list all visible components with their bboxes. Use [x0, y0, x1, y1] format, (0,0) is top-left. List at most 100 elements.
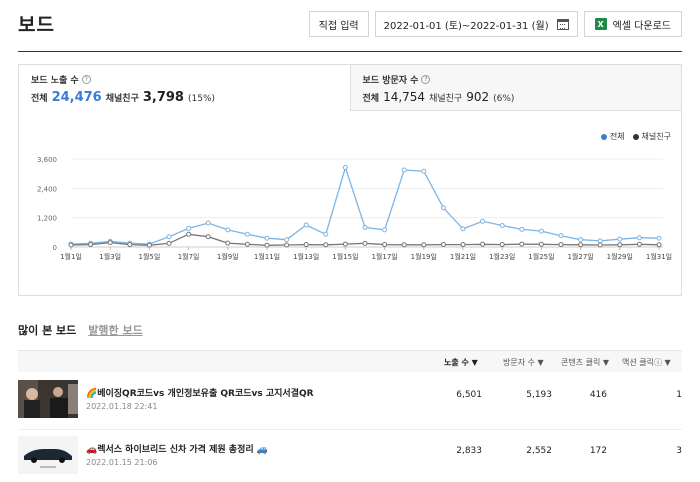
data-point — [362, 224, 368, 230]
x-tick-label: 1월1일 — [60, 252, 82, 261]
x-tick-label: 1월27일 — [567, 252, 593, 261]
x-tick-label: 1월19일 — [411, 252, 437, 261]
total-label: 전체 — [362, 94, 380, 104]
excel-download-button[interactable]: X 엑셀 다운로드 — [583, 11, 682, 37]
data-point — [558, 242, 564, 248]
legend-label-friends: 채널친구 — [641, 132, 671, 141]
data-point — [244, 241, 250, 247]
stat-title-text: 보드 방문자 수 — [362, 76, 419, 86]
legend-label-all: 전체 — [609, 132, 625, 141]
data-point — [68, 242, 74, 248]
direct-input-button[interactable]: 직접 입력 — [308, 11, 369, 37]
tab-board-impressions[interactable]: 보드 노출 수 ? 전체 24,476 채널친구 3,798 (15%) — [19, 65, 350, 111]
data-point — [362, 240, 368, 246]
row-title[interactable]: 🌈베이징QR코드vs 개인정보유출 QR코드vs 고지서결QR — [86, 389, 314, 399]
data-point — [205, 220, 211, 226]
data-point — [186, 231, 192, 237]
legend-item-friends: 채널친구 — [632, 131, 671, 142]
row-date: 2022.01.18 22:41 — [86, 402, 158, 411]
x-tick-label: 1월21일 — [450, 252, 476, 261]
cell-action-clicks: 3 — [676, 446, 682, 456]
data-point — [382, 227, 388, 233]
data-point — [225, 240, 231, 246]
cell-impressions: 2,833 — [456, 446, 482, 456]
data-point — [578, 242, 584, 248]
tab-popular-boards[interactable]: 많이 본 보드 — [18, 324, 77, 337]
data-point — [440, 205, 446, 211]
stat-tabs: 보드 노출 수 ? 전체 24,476 채널친구 3,798 (15%) 보드 … — [19, 65, 681, 111]
x-tick-label: 1월15일 — [332, 252, 358, 261]
data-point — [382, 242, 388, 248]
x-tick-label: 1월23일 — [489, 252, 515, 261]
cell-visitors: 5,193 — [526, 390, 552, 400]
cell-impressions: 6,501 — [456, 390, 482, 400]
data-point — [284, 237, 290, 243]
legend-dot-all — [600, 133, 607, 140]
excel-download-label: 엑셀 다운로드 — [612, 20, 671, 32]
table-header: 노출 수 ▼ 방문자 수 ▼ 콘텐츠 클릭 ▼ 액션 클릭ⓘ ▼ — [18, 350, 682, 372]
total-label: 전체 — [31, 94, 48, 104]
data-point — [421, 242, 427, 248]
y-tick-label: 3,600 — [37, 156, 57, 164]
excel-icon: X — [594, 18, 607, 30]
x-tick-label: 1월29일 — [607, 252, 633, 261]
data-point — [401, 242, 407, 248]
date-range-picker[interactable]: 2022-01-01 (토)~2022-01-31 (월) — [374, 11, 578, 37]
th-impressions[interactable]: 노출 수 ▼ — [444, 358, 478, 367]
page-title: 보드 — [18, 14, 55, 36]
calendar-icon[interactable] — [556, 18, 569, 30]
y-tick-label: 2,400 — [37, 185, 57, 193]
stat-values: 전체 14,754 채널친구 902 (6%) — [363, 90, 670, 104]
data-point — [323, 242, 329, 248]
th-action-clicks[interactable]: 액션 클릭ⓘ ▼ — [622, 358, 671, 367]
tab-published-boards[interactable]: 발행한 보드 — [88, 324, 143, 337]
data-point — [107, 240, 113, 246]
legend-item-all: 전체 — [600, 131, 625, 142]
data-point — [127, 242, 133, 248]
row-date: 2022.01.15 21:06 — [86, 458, 158, 467]
data-point — [264, 242, 270, 248]
table-row[interactable]: 🌈베이징QR코드vs 개인정보유출 QR코드vs 고지서결QR 2022.01.… — [18, 376, 682, 430]
friend-pct: (6%) — [493, 94, 515, 104]
data-point — [538, 241, 544, 247]
data-point — [146, 242, 152, 248]
help-icon[interactable]: ? — [421, 75, 431, 84]
friend-value: 3,798 — [142, 90, 184, 105]
data-point — [342, 165, 348, 171]
tab-board-visitors[interactable]: 보드 방문자 수 ? 전체 14,754 채널친구 902 (6%) — [349, 65, 681, 111]
x-tick-label: 1월25일 — [528, 252, 554, 261]
y-tick-label: 1,200 — [37, 215, 57, 223]
total-value: 14,754 — [383, 90, 426, 104]
thumbnail-image — [18, 380, 78, 418]
data-point — [303, 222, 309, 228]
data-point — [186, 225, 192, 231]
stat-title: 보드 방문자 수 ? — [363, 73, 670, 86]
th-content-clicks[interactable]: 콘텐츠 클릭 ▼ — [561, 358, 610, 367]
x-tick-label: 1월9일 — [217, 252, 239, 261]
table-row[interactable]: 🚗렉서스 하이브리드 신차 가격 제원 총정리 🚙 2022.01.15 21:… — [18, 432, 682, 482]
row-title[interactable]: 🚗렉서스 하이브리드 신차 가격 제원 총정리 🚙 — [86, 445, 268, 455]
page-header: 보드 직접 입력 2022-01-01 (토)~2022-01-31 (월) X… — [18, 0, 682, 52]
data-point — [460, 242, 466, 248]
data-point — [519, 241, 525, 247]
data-point — [264, 235, 270, 241]
data-point — [401, 167, 407, 173]
x-tick-label: 1월3일 — [99, 252, 121, 261]
stat-title-text: 보드 노출 수 — [31, 76, 79, 86]
friend-pct: (15%) — [187, 94, 216, 104]
data-point — [538, 228, 544, 234]
data-point — [656, 242, 662, 248]
data-point — [578, 237, 584, 243]
cell-visitors: 2,552 — [526, 446, 552, 456]
data-point — [440, 242, 446, 248]
thumbnail-image — [18, 436, 78, 474]
data-point — [342, 241, 348, 247]
th-visitors[interactable]: 방문자 수 ▼ — [503, 358, 544, 367]
data-point — [617, 236, 623, 242]
help-icon[interactable]: ? — [81, 75, 91, 84]
data-point — [656, 235, 662, 241]
data-point — [519, 226, 525, 232]
x-tick-label: 1월13일 — [293, 252, 319, 261]
data-point — [225, 227, 231, 233]
x-tick-label: 1월7일 — [178, 252, 200, 261]
